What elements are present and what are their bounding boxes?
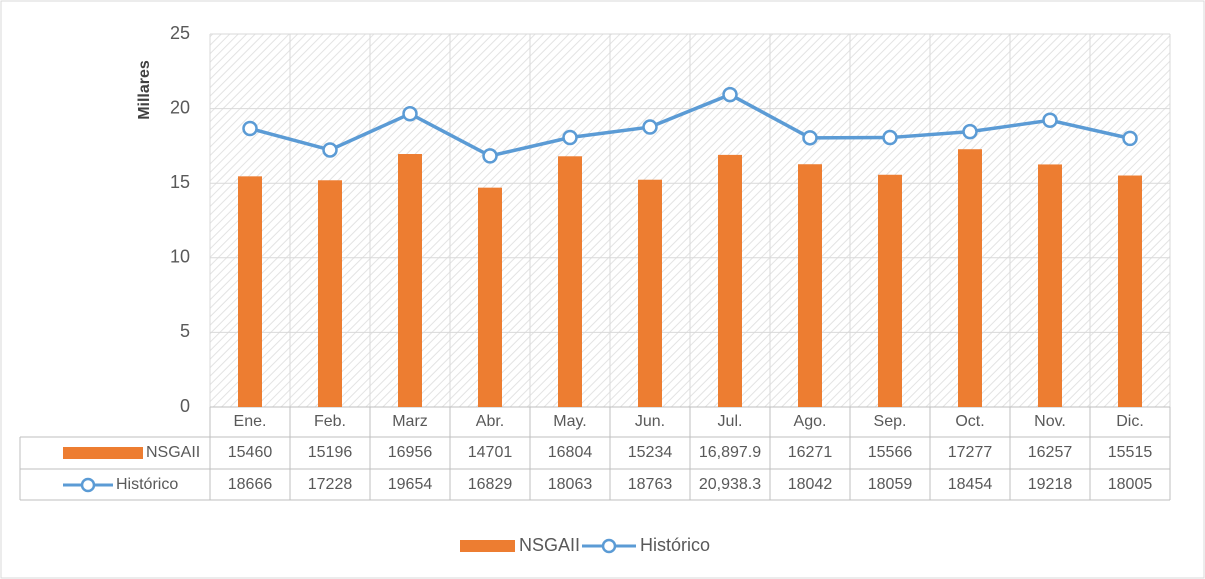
table-value: 15196 <box>308 444 353 461</box>
table-value: 16804 <box>548 444 593 461</box>
table-value: 16829 <box>468 476 513 493</box>
table-value: 14701 <box>468 444 513 461</box>
table-value: 17228 <box>308 476 353 493</box>
bar <box>318 180 342 407</box>
table-value: 18763 <box>628 476 673 493</box>
y-tick-label: 5 <box>180 321 190 341</box>
bar <box>398 154 422 407</box>
marker <box>722 86 738 103</box>
bar <box>1118 175 1142 407</box>
x-tick-label: Oct. <box>955 413 984 430</box>
x-tick-label: Jul. <box>718 413 743 430</box>
table-value: 18063 <box>548 476 593 493</box>
table-value: 15566 <box>868 444 913 461</box>
y-axis-title: Millares <box>136 60 153 120</box>
bar <box>1038 164 1062 407</box>
table-value: 16257 <box>1028 444 1073 461</box>
legend-key <box>80 477 96 493</box>
x-tick-label: Nov. <box>1034 413 1066 430</box>
marker <box>1042 112 1058 129</box>
line <box>249 92 1131 158</box>
y-tick-label: 0 <box>180 396 190 416</box>
table-value: 19218 <box>1028 476 1073 493</box>
table-series-name: NSGAII <box>146 444 200 461</box>
table-value: 19654 <box>388 476 433 493</box>
table-value: 16,897.9 <box>699 444 761 461</box>
y-tick-label: 20 <box>170 97 190 117</box>
marker <box>962 123 978 140</box>
y-tick-label: 25 <box>170 23 190 43</box>
marker <box>802 130 818 146</box>
marker <box>562 129 578 146</box>
bar <box>638 179 662 407</box>
table-value: 20,938.3 <box>699 476 761 493</box>
table-value: 15460 <box>228 444 273 461</box>
x-tick-label: Jun. <box>635 413 665 430</box>
table-value: 16271 <box>788 444 833 461</box>
y-tick-label: 15 <box>170 172 190 192</box>
x-tick-label: Abr. <box>476 413 504 430</box>
x-tick-label: Marz <box>392 413 428 430</box>
legend-key <box>63 447 143 459</box>
bar <box>958 149 982 407</box>
x-tick-label: Dic. <box>1116 413 1144 430</box>
marker <box>482 148 498 164</box>
x-tick-label: Sep. <box>874 413 907 430</box>
table-value: 15515 <box>1108 444 1153 461</box>
marker <box>242 120 258 137</box>
bar <box>238 176 262 407</box>
table-value: 18454 <box>948 476 993 493</box>
legend-key <box>460 540 515 552</box>
legend-key <box>601 538 617 554</box>
table-series-name: Histórico <box>116 476 178 493</box>
bar <box>558 156 582 407</box>
bar <box>718 154 742 407</box>
table-value: 15234 <box>628 444 673 461</box>
x-tick-label: Ene. <box>234 413 267 430</box>
bar <box>798 164 822 407</box>
table-value: 18005 <box>1108 476 1153 493</box>
x-tick-label: Feb. <box>314 413 346 430</box>
table-value: 17277 <box>948 444 993 461</box>
bar <box>878 174 902 407</box>
table-value: 18059 <box>868 476 913 493</box>
marker <box>1122 130 1138 147</box>
x-tick-label: May. <box>553 413 586 430</box>
y-tick-label: 10 <box>170 247 190 267</box>
x-tick-label: Ago. <box>794 413 827 430</box>
marker <box>642 119 658 135</box>
legend-label: NSGAII <box>519 535 580 555</box>
marker <box>322 142 338 158</box>
bar <box>478 187 502 407</box>
table-value: 16956 <box>388 444 433 461</box>
marker <box>402 106 418 122</box>
table-value: 18666 <box>228 476 273 493</box>
marker <box>882 129 898 146</box>
table-value: 18042 <box>788 476 833 493</box>
legend-label: Histórico <box>640 535 710 555</box>
